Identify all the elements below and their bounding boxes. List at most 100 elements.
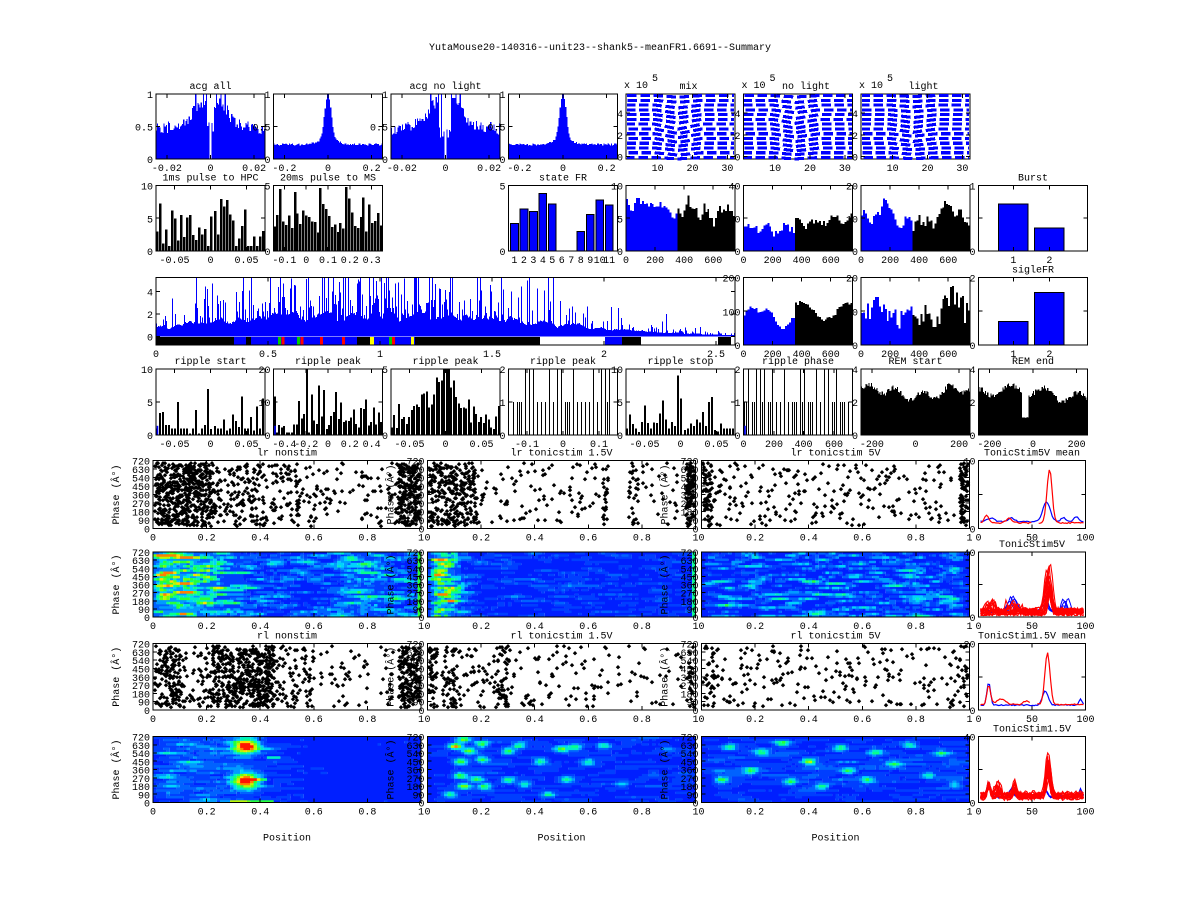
svg-text:0: 0 [692,707,698,718]
svg-text:1: 1 [966,534,972,545]
svg-text:180: 180 [406,509,424,520]
svg-text:0.4: 0.4 [800,715,818,726]
svg-text:4: 4 [540,256,546,267]
svg-text:2: 2 [601,350,607,361]
svg-text:0.2: 0.2 [341,256,359,267]
svg-text:1: 1 [377,350,383,361]
svg-text:720: 720 [406,734,424,745]
svg-text:400: 400 [675,256,693,267]
svg-text:0: 0 [740,440,746,451]
svg-text:400: 400 [793,256,811,267]
svg-text:0.5: 0.5 [259,350,277,361]
svg-text:360: 360 [680,674,698,685]
svg-text:0: 0 [617,248,623,259]
svg-text:270: 270 [406,775,424,786]
svg-text:0.8: 0.8 [633,715,651,726]
svg-text:400: 400 [910,350,928,361]
svg-text:4: 4 [734,110,740,121]
svg-text:2: 2 [969,399,975,410]
svg-text:3: 3 [530,256,536,267]
svg-text:0: 0 [740,256,746,267]
svg-text:0: 0 [442,440,448,451]
svg-text:100: 100 [1076,622,1094,633]
svg-text:540: 540 [132,475,150,486]
svg-text:630: 630 [680,742,698,753]
svg-text:180: 180 [680,598,698,609]
svg-text:ripple peak: ripple peak [530,356,596,368]
svg-text:light: light [908,81,938,93]
svg-text:1: 1 [264,91,270,102]
svg-text:x 10: x 10 [624,81,648,92]
svg-text:0.05: 0.05 [469,440,493,451]
svg-text:0: 0 [264,432,270,443]
svg-text:540: 540 [406,750,424,761]
svg-text:90: 90 [138,606,150,617]
svg-text:TonicStim5V: TonicStim5V [999,539,1065,551]
svg-text:1: 1 [147,91,153,102]
svg-text:10: 10 [141,366,153,377]
svg-text:540: 540 [132,750,150,761]
svg-text:200: 200 [764,350,782,361]
svg-text:180: 180 [132,509,150,520]
svg-text:0.2: 0.2 [746,715,764,726]
svg-text:Phase (Â°): Phase (Â°) [109,554,123,614]
svg-text:0: 0 [499,248,505,259]
svg-text:0.2: 0.2 [598,164,616,175]
svg-text:0: 0 [852,432,858,443]
svg-text:100: 100 [1076,534,1094,545]
svg-text:0: 0 [912,440,918,451]
svg-text:0.05: 0.05 [234,440,258,451]
svg-text:Phase (Â°): Phase (Â°) [658,739,672,799]
svg-text:450: 450 [680,483,698,494]
svg-text:1: 1 [1010,256,1016,267]
svg-text:450: 450 [406,758,424,769]
svg-text:10: 10 [769,164,781,175]
svg-text:0: 0 [969,248,975,259]
svg-text:TonicStim1.5V mean: TonicStim1.5V mean [978,631,1086,643]
svg-text:-0.05: -0.05 [160,256,190,267]
svg-text:ripple phase: ripple phase [762,356,834,368]
svg-text:180: 180 [406,783,424,794]
svg-text:20: 20 [686,164,698,175]
svg-text:2: 2 [147,311,153,322]
svg-text:0: 0 [150,715,156,726]
svg-text:acg no light: acg no light [409,81,481,93]
svg-text:0: 0 [147,334,153,345]
svg-text:TonicStim5V mean: TonicStim5V mean [984,448,1080,460]
svg-text:20: 20 [963,641,975,652]
svg-text:630: 630 [132,649,150,660]
svg-text:200: 200 [646,256,664,267]
svg-text:40: 40 [728,183,740,194]
svg-text:50: 50 [1026,808,1038,819]
svg-text:Phase (Â°): Phase (Â°) [658,554,672,614]
svg-text:540: 540 [132,657,150,668]
svg-text:0.5: 0.5 [370,124,388,135]
svg-text:-0.4: -0.4 [272,440,296,451]
svg-text:-200: -200 [977,440,1001,451]
svg-text:2: 2 [969,275,975,286]
svg-text:10: 10 [611,366,623,377]
svg-text:Position: Position [537,833,585,845]
svg-text:630: 630 [680,649,698,660]
svg-text:0: 0 [560,164,566,175]
svg-text:0: 0 [617,432,623,443]
svg-text:-0.1: -0.1 [515,440,539,451]
svg-text:1: 1 [966,715,972,726]
svg-text:720: 720 [132,734,150,745]
svg-text:lr nonstim: lr nonstim [257,448,317,460]
svg-text:630: 630 [406,649,424,660]
svg-text:Phase (Â°): Phase (Â°) [658,647,672,707]
svg-text:0.4: 0.4 [800,808,818,819]
svg-text:2: 2 [617,132,623,143]
svg-text:0: 0 [418,800,424,811]
svg-text:0: 0 [207,164,213,175]
svg-text:5: 5 [147,399,153,410]
svg-text:0.4: 0.4 [800,534,818,545]
svg-text:1.5: 1.5 [483,350,501,361]
svg-text:10: 10 [611,183,623,194]
svg-text:0: 0 [969,342,975,353]
svg-text:5: 5 [147,215,153,226]
svg-text:0.5: 0.5 [135,124,153,135]
svg-text:30: 30 [956,164,968,175]
svg-text:YutaMouse20-140316--unit23--sh: YutaMouse20-140316--unit23--shank5--mean… [429,42,771,54]
